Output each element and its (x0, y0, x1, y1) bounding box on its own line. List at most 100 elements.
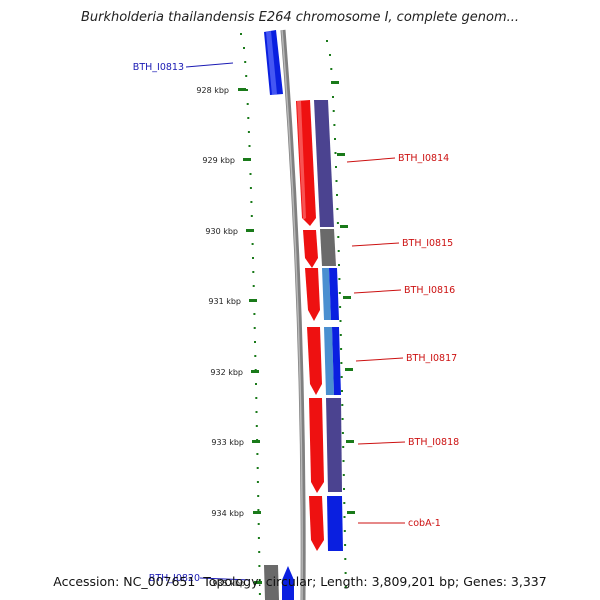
leader-BTH_I0813 (185, 62, 234, 68)
label-BTH_I0818[interactable]: BTH_I0818 (408, 437, 459, 448)
minor-tick-left-11 (249, 187, 252, 189)
minor-tick-left-18 (252, 285, 255, 287)
leader-BTH_I0815 (351, 242, 400, 247)
minor-tick-right-18 (338, 292, 341, 294)
category-bar-2 (320, 229, 336, 266)
minor-tick-right-33 (343, 502, 346, 504)
minor-tick-left-31 (256, 467, 259, 469)
category-bar-5 (324, 327, 334, 395)
leader-BTH_I0817 (355, 357, 404, 362)
genes-label: Genes: (463, 574, 507, 589)
minor-tick-right-39 (344, 586, 347, 588)
major-tick-930 (246, 229, 254, 232)
minor-tick-right-11 (336, 194, 338, 196)
minor-tick-right-32 (343, 488, 345, 490)
length-value: 3,809,201 bp (371, 574, 456, 589)
minor-tick-right-22 (340, 348, 343, 350)
major-tick-934 (253, 511, 261, 514)
gene-cobA-1[interactable] (309, 496, 324, 551)
major-tick-933 (252, 440, 260, 443)
kbp-label-932: 932 kbp (210, 368, 243, 377)
minor-tick-left-12 (250, 201, 253, 203)
minor-tick-right-38 (344, 572, 347, 574)
accession-label: Accession: (53, 574, 120, 589)
major-tick-928 (238, 88, 246, 91)
minor-tick-right-15 (337, 250, 340, 252)
label-BTH_I0816[interactable]: BTH_I0816 (404, 285, 455, 296)
minor-tick-left-15 (251, 243, 254, 245)
topology-label: Topology: (203, 574, 262, 589)
minor-tick-right-16 (338, 264, 340, 266)
category-bar-8 (327, 496, 343, 551)
label-BTH_I0820[interactable]: BTH_I0820 (149, 573, 200, 584)
gene-BTH_I0813[interactable] (264, 30, 283, 95)
minor-tick-left-26 (255, 397, 258, 399)
gene-BTH_I0814[interactable] (296, 100, 316, 226)
category-bar-1 (314, 100, 334, 227)
major-tick-right-7 (347, 511, 355, 514)
minor-tick-left-30 (256, 453, 259, 455)
minor-tick-left-34 (257, 509, 260, 511)
minor-tick-right-27 (341, 418, 344, 420)
minor-tick-left-17 (252, 271, 255, 273)
map-title: Burkholderia thailandensis E264 chromoso… (80, 10, 520, 25)
minor-tick-right-8 (334, 152, 337, 154)
minor-tick-right-14 (337, 236, 340, 238)
major-tick-right-6 (346, 440, 354, 443)
minor-tick-right-36 (344, 544, 347, 546)
label-BTH_I0813[interactable]: BTH_I0813 (133, 62, 184, 73)
minor-tick-left-28 (255, 425, 258, 427)
minor-tick-left-21 (253, 327, 256, 329)
gene-BTH_I0816[interactable] (305, 268, 320, 321)
minor-tick-left-5 (246, 103, 249, 105)
minor-tick-right-30 (342, 460, 345, 462)
minor-tick-right-13 (336, 222, 339, 224)
gene-BTH_I0820[interactable] (264, 565, 294, 600)
minor-tick-right-29 (342, 446, 345, 448)
minor-tick-left-0 (240, 33, 242, 35)
label-BTH_I0817[interactable]: BTH_I0817 (406, 353, 457, 364)
topology-value: circular (265, 574, 313, 589)
minor-tick-right-1 (329, 54, 331, 56)
minor-tick-left-32 (256, 481, 259, 483)
label-BTH_I0815[interactable]: BTH_I0815 (402, 238, 453, 249)
minor-tick-right-26 (341, 404, 344, 406)
minor-tick-right-17 (338, 278, 341, 280)
kbp-label-934: 934 kbp (211, 509, 244, 518)
gene-BTH_I0817[interactable] (307, 327, 322, 395)
label-cobA-1[interactable]: cobA-1 (408, 518, 441, 529)
minor-tick-right-34 (343, 516, 346, 518)
coordinate-labels: 928 kbp 929 kbp 930 kbp 931 kbp 932 kbp … (196, 86, 245, 588)
minor-tick-left-1 (243, 47, 245, 49)
minor-tick-right-5 (332, 110, 335, 112)
major-ticks (238, 81, 355, 584)
genes-value: 3,337 (510, 574, 547, 589)
major-tick-right-5 (345, 368, 353, 371)
minor-tick-left-25 (255, 383, 257, 385)
leader-BTH_I0820 (199, 577, 251, 581)
minor-tick-left-22 (254, 341, 256, 343)
minor-tick-right-10 (335, 180, 338, 182)
minor-tick-left-33 (257, 495, 260, 497)
minor-tick-left-3 (245, 75, 248, 77)
map-footer: Accession: NC_007651 Topology: circular;… (53, 574, 547, 589)
minor-tick-right-2 (330, 68, 333, 70)
category-bar-4 (329, 268, 339, 320)
major-tick-right-2 (337, 153, 345, 156)
minor-tick-right-6 (333, 124, 336, 126)
kbp-label-933: 933 kbp (211, 438, 244, 447)
minor-tick-right-19 (339, 306, 342, 308)
minor-tick-left-36 (257, 537, 260, 539)
major-tick-935 (254, 581, 262, 584)
leader-BTH_I0818 (357, 441, 406, 445)
minor-tick-right-12 (336, 208, 339, 210)
kbp-label-931: 931 kbp (208, 297, 241, 306)
minor-tick-left-39 (258, 579, 261, 581)
minor-tick-left-10 (249, 173, 252, 175)
minor-tick-right-7 (334, 138, 336, 140)
minor-tick-right-31 (342, 474, 345, 476)
gene-BTH_I0815[interactable] (303, 230, 318, 268)
label-BTH_I0814[interactable]: BTH_I0814 (398, 153, 449, 164)
minor-tick-left-6 (247, 117, 250, 119)
gene-BTH_I0818[interactable] (309, 398, 324, 493)
